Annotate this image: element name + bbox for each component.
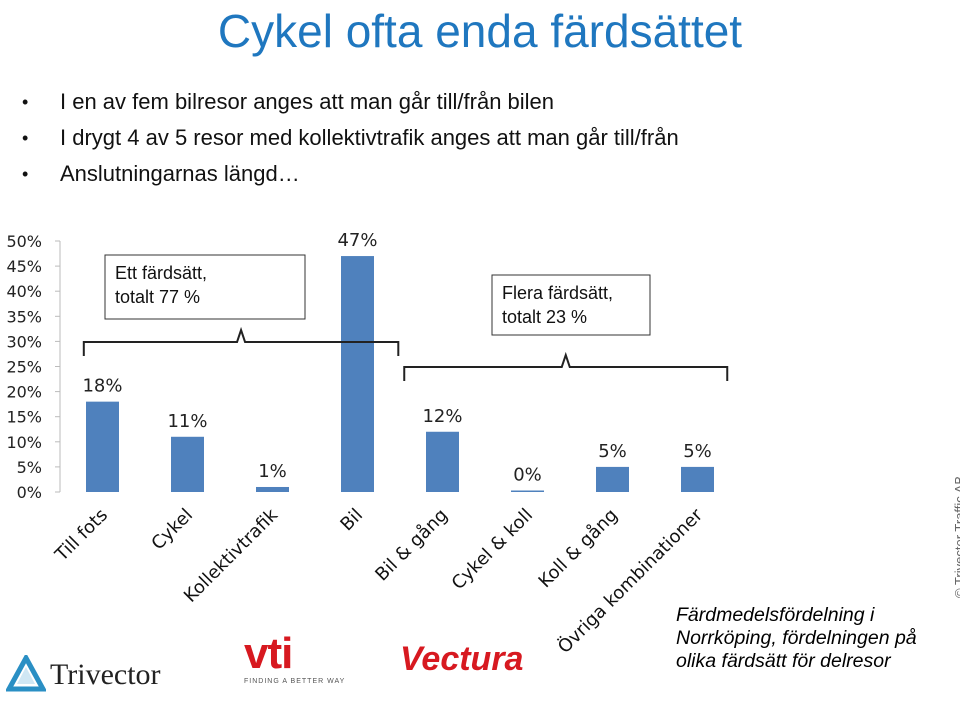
y-tick-label: 10% [6, 433, 42, 452]
group-box-text: Ett färdsätt, [115, 263, 207, 283]
y-tick-label: 35% [6, 307, 42, 326]
bar [426, 431, 459, 492]
trivector-triangle-icon [6, 655, 46, 692]
trivector-logo: Trivector [6, 655, 161, 695]
bar [171, 436, 204, 492]
chart-caption: Färdmedelsfördelning i Norrköping, förde… [676, 604, 917, 672]
bullet-item: • I en av fem bilresor anges att man går … [22, 84, 679, 120]
bar [341, 256, 374, 492]
category-label: Till fots [51, 505, 112, 566]
group-box-text: totalt 23 % [502, 307, 587, 327]
data-label: 1% [258, 461, 287, 482]
data-label: 47% [337, 230, 377, 251]
data-label: 0% [513, 464, 542, 485]
category-label: Cykel & koll [448, 505, 537, 594]
copyright-credit: © Trivector Traffic AB [952, 475, 960, 598]
data-label: 12% [422, 406, 462, 427]
trivector-logo-text: Trivector [50, 658, 161, 691]
bar [86, 401, 119, 492]
data-label: 5% [598, 441, 627, 462]
data-label: 18% [82, 376, 122, 397]
y-tick-label: 25% [6, 358, 42, 377]
data-label: 11% [167, 411, 207, 432]
y-tick-label: 20% [6, 383, 42, 402]
y-tick-label: 50% [6, 232, 42, 251]
vti-logo: vti FINDING A BETTER WAY [244, 629, 346, 686]
y-tick-label: 45% [6, 257, 42, 276]
vti-logo-text: vti [244, 629, 293, 678]
bar-chart: 0% 5% 10% 15% 20% 25% 30% 35% 40% 45% 50% 18% Till f… [6, 230, 729, 652]
bar [596, 466, 629, 492]
bullet-item: • I drygt 4 av 5 resor med kollektivtrafi… [22, 120, 679, 156]
category-label: Bil & gång [371, 505, 452, 586]
bullet-text: I drygt 4 av 5 resor med kollektivtrafik… [60, 125, 679, 150]
group-box-text: totalt 77 % [115, 287, 200, 307]
bullet-text: I en av fem bilresor anges att man går t… [60, 89, 555, 114]
y-tick-label: 15% [6, 408, 42, 427]
group-brace [403, 351, 729, 381]
category-label: Cykel [147, 505, 197, 555]
bar [511, 490, 544, 492]
bullet-item: • Anslutningarnas längd… [22, 156, 679, 192]
bullet-list: • I en av fem bilresor anges att man går … [22, 84, 679, 192]
y-tick-label: 40% [6, 282, 42, 301]
group-box [104, 254, 306, 320]
vectura-logo: Vectura [400, 640, 524, 678]
vti-tagline: FINDING A BETTER WAY [244, 678, 346, 685]
y-tick-label: 30% [6, 332, 42, 351]
category-label: Bil [336, 505, 367, 536]
bullet-dot: • [22, 128, 29, 148]
y-tick-label: 0% [17, 483, 42, 502]
page-title: Cykel ofta enda färdsättet [217, 5, 743, 57]
bullet-dot: • [22, 164, 29, 184]
bar [256, 486, 289, 492]
group-brace [82, 326, 400, 356]
bullet-dot: • [22, 92, 29, 112]
group-box-text: Flera färdsätt, [502, 283, 613, 303]
bar [681, 466, 714, 492]
group-box [491, 274, 651, 336]
bullet-text: Anslutningarnas längd… [60, 161, 300, 186]
data-label: 5% [683, 441, 712, 462]
y-tick-label: 5% [17, 458, 42, 477]
category-label: Koll & gång [535, 505, 622, 592]
